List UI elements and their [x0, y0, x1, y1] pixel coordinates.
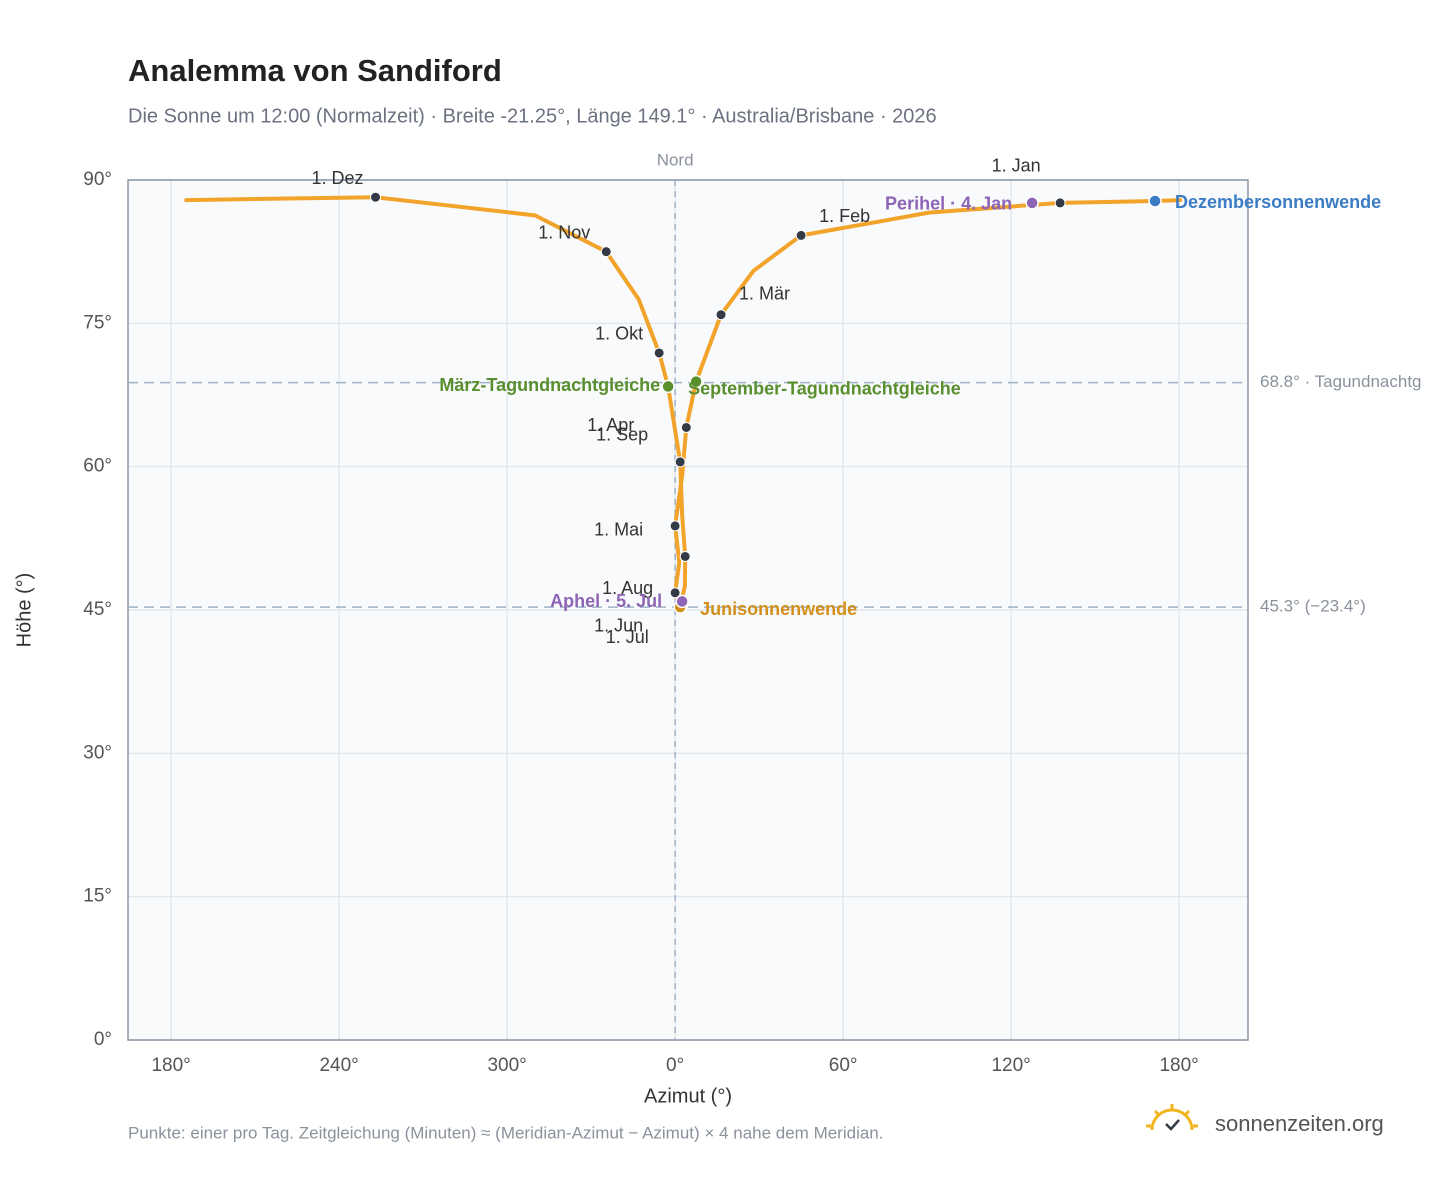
plot-border [127, 179, 1249, 1041]
brand: sonnenzeiten.org [1215, 1111, 1384, 1136]
x-tick-label: 60° [829, 1055, 858, 1076]
y-axis-label: Höhe (°) [13, 573, 35, 648]
event-marker [689, 374, 703, 389]
event-marker [1025, 196, 1039, 210]
month-label: 1. Mai [594, 520, 643, 540]
month-label: 1. Jul [606, 627, 649, 647]
reference-label: 45.3° (−23.4°) [1260, 597, 1366, 616]
x-tick-label: 180° [151, 1055, 190, 1076]
month-label: 1. Aug [602, 578, 653, 598]
event-marker [675, 594, 689, 609]
month-label: 1. Apr [587, 415, 634, 435]
x-tick-label: 120° [991, 1055, 1030, 1076]
event-marker [1148, 194, 1162, 208]
month-label: 1. Sep [596, 425, 648, 445]
month-marker [795, 229, 807, 241]
x-tick-label: 180° [1159, 1055, 1198, 1076]
event-label: Perihel · 4. Jan [885, 194, 1012, 214]
meridian-label: Nord [657, 150, 694, 169]
month-marker [680, 421, 692, 433]
x-tick-label: 300° [487, 1055, 526, 1076]
event-label: Junisonnenwende [700, 599, 857, 619]
month-label: 1. Mär [739, 283, 790, 303]
y-tick-label: 75° [83, 312, 112, 333]
y-tick-label: 60° [83, 456, 112, 477]
event-label: März-Tagundnachtgleiche [439, 375, 660, 395]
y-tick-label: 0° [94, 1029, 112, 1050]
event-label: Dezembersonnenwende [1175, 192, 1381, 212]
month-marker [1054, 197, 1066, 209]
month-marker [370, 191, 382, 203]
x-tick-label: 240° [319, 1055, 358, 1076]
x-axis-label: Azimut (°) [644, 1085, 732, 1107]
reference-label: 68.8° · Tagundnachtg [1260, 372, 1422, 391]
chart-title: Analemma von Sandiford [128, 53, 502, 88]
month-label: 1. Jun [594, 616, 643, 636]
month-label: 1. Feb [819, 206, 870, 226]
brand-logo [1146, 1104, 1198, 1131]
event-label: September-Tagundnachtgleiche [688, 378, 961, 398]
y-tick-label: 45° [83, 599, 112, 620]
footnote: Punkte: einer pro Tag. Zeitgleichung (Mi… [128, 1123, 884, 1142]
y-tick-label: 90° [83, 169, 112, 190]
x-tick-label: 0° [666, 1055, 684, 1076]
month-marker [669, 587, 681, 599]
month-marker [669, 520, 681, 532]
y-tick-label: 15° [83, 886, 112, 907]
month-label: 1. Dez [312, 168, 364, 188]
y-tick-label: 30° [83, 742, 112, 763]
month-label: 1. Nov [538, 222, 590, 242]
month-marker [653, 347, 665, 359]
event-label: Aphel · 5. Jul [550, 591, 662, 611]
month-label: 1. Jan [992, 156, 1041, 176]
month-marker [600, 246, 612, 258]
month-marker [715, 309, 727, 321]
month-marker [679, 550, 691, 562]
month-marker [674, 456, 686, 468]
month-label: 1. Okt [595, 324, 643, 344]
event-marker [661, 379, 675, 394]
chart-subtitle: Die Sonne um 12:00 (Normalzeit) · Breite… [128, 105, 937, 127]
